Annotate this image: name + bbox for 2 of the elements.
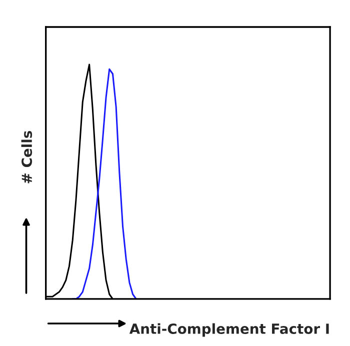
y-axis-title: # Cells: [21, 130, 32, 184]
x-axis-title: Anti-Complement Factor I: [129, 323, 329, 337]
